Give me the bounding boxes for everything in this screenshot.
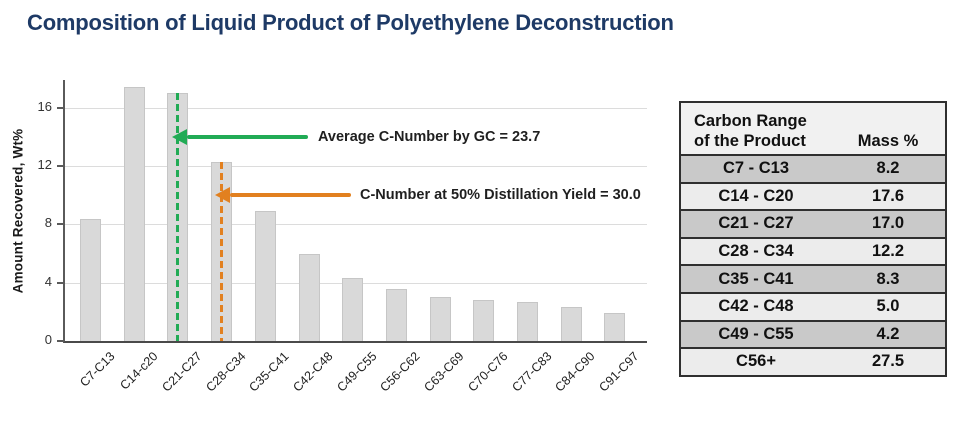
table-row: C14 - C20 17.6 bbox=[681, 181, 945, 210]
green-arrow-line bbox=[187, 135, 308, 139]
range-cell: C14 - C20 bbox=[718, 186, 794, 205]
y-tick-mark bbox=[57, 340, 63, 342]
x-axis-label-C35-C41: C35-C41 bbox=[246, 349, 292, 395]
bar-C84-C90 bbox=[560, 307, 582, 341]
x-axis-label-C70-C76: C70-C76 bbox=[465, 349, 511, 395]
mass-cell: 17.6 bbox=[871, 186, 905, 205]
x-axis-label-C7-C13: C7-C13 bbox=[76, 349, 118, 390]
y-tick-mark bbox=[57, 223, 63, 226]
table-header-row: Carbon Range of the Product Mass % bbox=[681, 103, 945, 154]
bar-C91-C97 bbox=[604, 313, 626, 341]
table-row: C35 - C41 8.3 bbox=[681, 264, 945, 292]
x-axis-label-C21-C27: C21-C27 bbox=[159, 349, 205, 395]
table-header-carbon-range: Carbon Range of the Product bbox=[694, 111, 807, 150]
orange-dashed-marker bbox=[220, 161, 224, 341]
mass-fraction-table: Carbon Range of the Product Mass % C7 - … bbox=[679, 101, 947, 377]
range-cell: C42 - C48 bbox=[718, 297, 794, 316]
y-axis-label: Amount Recovered, Wt% bbox=[10, 128, 26, 294]
y-tick-label: 0 bbox=[44, 332, 52, 347]
table-row: C28 - C34 12.2 bbox=[681, 236, 945, 265]
plot-area bbox=[63, 80, 647, 343]
y-tick-label: 12 bbox=[37, 157, 52, 173]
range-cell: C35 - C41 bbox=[718, 269, 794, 288]
x-axis-label-C91-C97: C91-C97 bbox=[596, 349, 642, 395]
average-c-number-annotation: Average C-Number by GC = 23.7 bbox=[318, 129, 541, 145]
x-axis-label-C14-c20: C14-c20 bbox=[117, 349, 161, 393]
bar-C77-C83 bbox=[517, 301, 538, 341]
table-row: C21 - C27 17.0 bbox=[681, 209, 945, 237]
mass-cell: 4.2 bbox=[876, 324, 900, 343]
bar-C42-C48 bbox=[298, 253, 320, 341]
table-row: C7 - C13 8.2 bbox=[681, 154, 945, 182]
mass-cell: 27.5 bbox=[871, 352, 905, 371]
range-cell: C56+ bbox=[736, 352, 776, 371]
y-tick-mark bbox=[57, 165, 63, 168]
bar-C35-C41 bbox=[254, 211, 276, 341]
bar-C7-C13 bbox=[80, 218, 101, 341]
x-axis-label-C28-C34: C28-C34 bbox=[202, 349, 249, 395]
range-cell: C49 - C55 bbox=[718, 324, 794, 343]
mass-cell: 8.2 bbox=[876, 159, 900, 178]
green-arrowhead-icon bbox=[172, 129, 187, 145]
x-axis-label-C42-C48: C42-C48 bbox=[290, 349, 336, 395]
gridline bbox=[65, 166, 647, 168]
mass-cell: 5.0 bbox=[876, 297, 900, 316]
table-row: C56+ 27.5 bbox=[681, 347, 945, 375]
table-body: C7 - C13 8.2 C14 - C20 17.6 C21 - C27 17.0 C28… bbox=[681, 154, 945, 375]
y-tick-label: 8 bbox=[44, 215, 52, 231]
bar-C56-C62 bbox=[385, 288, 407, 341]
orange-arrowhead-icon bbox=[215, 187, 230, 203]
range-cell: C7 - C13 bbox=[722, 159, 790, 178]
range-cell: C21 - C27 bbox=[718, 214, 794, 233]
mass-cell: 12.2 bbox=[871, 242, 905, 261]
bar-C14-c20 bbox=[123, 87, 145, 341]
distillation-yield-annotation: C-Number at 50% Distillation Yield = 30.… bbox=[360, 187, 641, 203]
y-tick-label: 4 bbox=[44, 273, 52, 289]
x-axis-label-C49-C55: C49-C55 bbox=[334, 349, 380, 395]
gridline bbox=[65, 107, 647, 109]
table-row: C42 - C48 5.0 bbox=[681, 291, 945, 320]
table-row: C49 - C55 4.2 bbox=[681, 319, 945, 348]
bar-C49-C55 bbox=[342, 278, 364, 341]
page-title: Composition of Liquid Product of Polyeth… bbox=[27, 10, 674, 35]
range-cell: C28 - C34 bbox=[718, 242, 794, 261]
x-axis-label-C63-C69: C63-C69 bbox=[421, 349, 467, 395]
x-axis-label-C56-C62: C56-C62 bbox=[377, 349, 423, 395]
mass-cell: 17.0 bbox=[871, 214, 905, 233]
orange-arrow-line bbox=[230, 193, 351, 197]
mass-cell: 8.3 bbox=[876, 269, 900, 288]
y-tick-mark bbox=[57, 281, 63, 284]
y-tick-label: 16 bbox=[37, 98, 52, 114]
x-axis-label-C84-C90: C84-C90 bbox=[552, 349, 598, 395]
green-dashed-marker bbox=[176, 93, 180, 341]
y-tick-mark bbox=[57, 106, 63, 109]
bar-C70-C76 bbox=[473, 300, 495, 341]
gridline bbox=[65, 224, 647, 226]
table-header-mass: Mass % bbox=[857, 132, 919, 150]
bar-C63-C69 bbox=[429, 297, 451, 341]
x-axis-label-C77-C83: C77-C83 bbox=[508, 349, 555, 395]
